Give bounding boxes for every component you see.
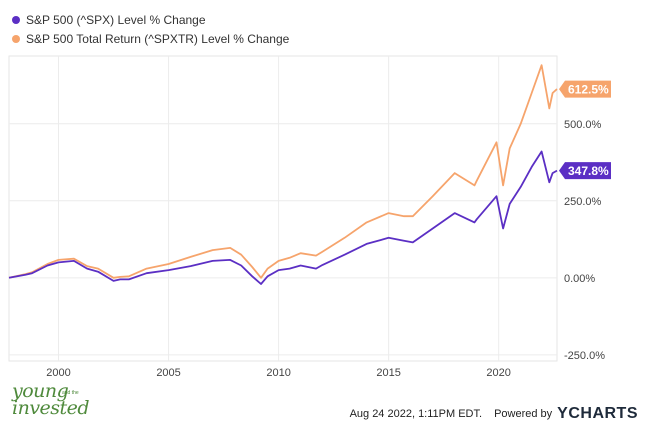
legend-item-spxtr[interactable]: S&P 500 Total Return (^SPXTR) Level % Ch…	[12, 29, 289, 48]
x-tick-label: 2020	[486, 367, 510, 379]
brand-line-young: young	[12, 380, 69, 402]
x-tick-label: 2015	[376, 367, 400, 379]
x-tick-label: 2005	[156, 367, 180, 379]
ycharts-logo[interactable]: YCHARTS	[557, 405, 638, 422]
brand-small-text: and the	[62, 390, 79, 396]
legend-dot-spx	[12, 15, 20, 24]
end-label-spxtr: 612.5%	[568, 83, 609, 97]
footer: Aug 24 2022, 1:11PM EDT. Powered by YCHA…	[350, 405, 638, 423]
series-line-spx	[8, 150, 558, 285]
legend-label-spxtr: S&P 500 Total Return (^SPXTR) Level % Ch…	[26, 31, 290, 46]
series-line-spxtr	[8, 64, 558, 279]
end-label-spx: 347.8%	[568, 164, 609, 178]
legend-label-spx: S&P 500 (^SPX) Level % Change	[26, 12, 206, 27]
timestamp: Aug 24 2022, 1:11PM EDT.	[349, 408, 483, 420]
y-tick-label: 500.0%	[564, 119, 602, 131]
y-tick-label: -250.0%	[564, 350, 605, 362]
brand-line-invested: invested	[12, 397, 90, 419]
end-flag-spxtr	[559, 80, 611, 98]
powered-by-text: Powered by	[494, 408, 553, 420]
x-tick-label: 2010	[266, 367, 290, 379]
brand-logo: young and the invested	[12, 382, 90, 426]
plot-area	[8, 55, 558, 362]
legend: S&P 500 (^SPX) Level % Change S&P 500 To…	[12, 10, 289, 48]
end-flag-spx	[559, 162, 611, 180]
y-tick-label: 0.00%	[564, 273, 595, 285]
y-tick-label: 250.0%	[564, 196, 602, 208]
legend-dot-spxtr	[12, 34, 20, 43]
legend-item-spx[interactable]: S&P 500 (^SPX) Level % Change	[12, 10, 289, 29]
x-tick-label: 2000	[46, 367, 70, 379]
